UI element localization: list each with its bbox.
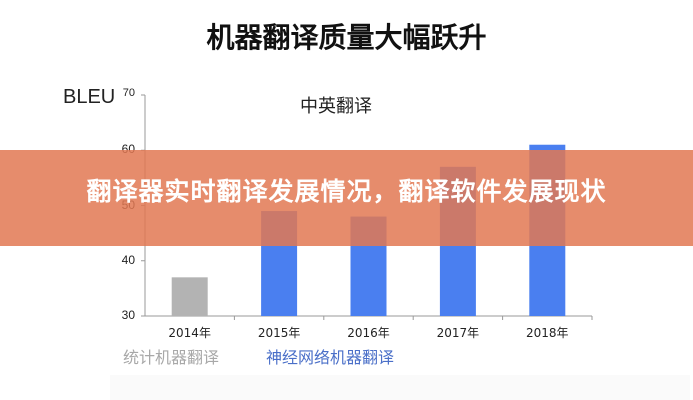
chart-title: 中英翻译 — [300, 96, 372, 117]
y-axis-label: BLEU — [63, 86, 116, 108]
x-tick-label: 2018年 — [526, 326, 569, 340]
page-title: 机器翻译质量大幅跃升 — [206, 21, 487, 54]
footer-area — [110, 375, 690, 400]
banner-text: 翻译器实时翻译发展情况，翻译软件发展现状 — [86, 177, 607, 206]
y-tick-label: 40 — [121, 252, 135, 267]
overlay-banner — [0, 150, 693, 246]
x-tick-label: 2017年 — [436, 326, 480, 340]
y-tick-label: 70 — [122, 87, 135, 99]
x-tick-label: 2016年 — [347, 326, 390, 340]
x-tick-label: 2015年 — [257, 326, 301, 340]
y-tick-label: 30 — [121, 308, 135, 322]
legend-smt: 统计机器翻译 — [123, 348, 220, 367]
x-tick-label: 2014年 — [168, 326, 211, 340]
legend-nmt: 神经网络机器翻译 — [266, 348, 395, 367]
bar — [171, 277, 208, 316]
